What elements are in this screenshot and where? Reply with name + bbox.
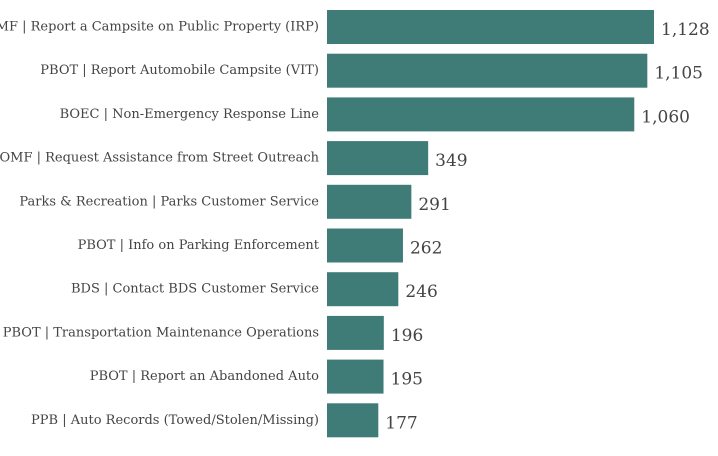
category-label: OMF | Report a Campsite on Public Proper… — [0, 20, 319, 35]
category-label: BDS | Contact BDS Customer Service — [71, 282, 319, 297]
bar — [327, 272, 399, 307]
value-label: 349 — [435, 151, 467, 171]
category-label: Parks & Recreation | Parks Customer Serv… — [19, 194, 319, 209]
bar — [327, 53, 648, 88]
value-label: 196 — [391, 326, 423, 346]
category-label: PBOT | Report Automobile Campsite (VIT) — [40, 63, 319, 78]
category-label: PBOT | Transportation Maintenance Operat… — [3, 325, 319, 340]
bar — [327, 315, 384, 350]
category-label: PBOT | Info on Parking Enforcement — [78, 238, 320, 253]
category-label: OMF | Request Assistance from Street Out… — [0, 151, 320, 166]
bar — [327, 403, 379, 438]
bars — [327, 10, 654, 438]
category-label: BOEC | Non-Emergency Response Line — [60, 107, 320, 122]
value-label: 291 — [418, 195, 450, 215]
bar — [327, 184, 412, 219]
value-label: 262 — [410, 239, 442, 259]
category-label: PBOT | Report an Abandoned Auto — [90, 369, 319, 384]
bar — [327, 228, 403, 263]
bar — [327, 359, 384, 394]
category-labels: OMF | Report a Campsite on Public Proper… — [0, 20, 320, 428]
value-label: 1,060 — [641, 107, 690, 127]
bar — [327, 97, 635, 132]
value-label: 1,105 — [654, 64, 703, 84]
value-label: 195 — [391, 370, 423, 390]
bar — [327, 141, 429, 176]
value-label: 177 — [385, 413, 417, 433]
value-labels: 1,128 1,105 1,060 349 291 262 246 196 195 177 — [385, 20, 709, 433]
value-label: 246 — [405, 282, 437, 302]
category-label: PPB | Auto Records (Towed/Stolen/Missing… — [31, 413, 319, 428]
bar — [327, 10, 654, 44]
value-label: 1,128 — [661, 20, 710, 40]
